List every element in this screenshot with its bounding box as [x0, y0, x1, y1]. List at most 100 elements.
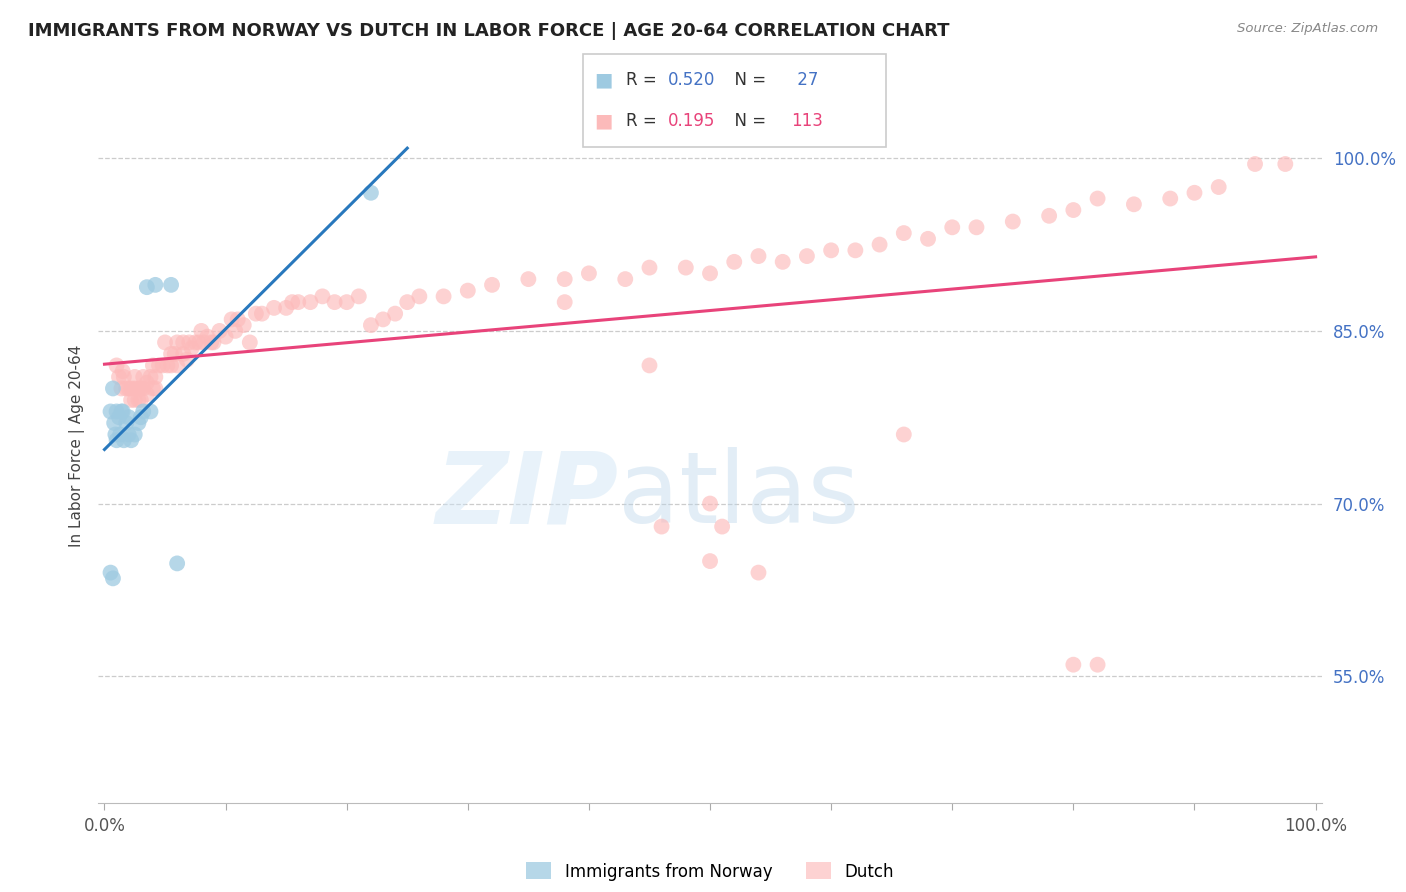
Point [517, 272, 540, 286]
Point [143, 277, 166, 292]
Point [772, 255, 794, 269]
Point [1184, 186, 1206, 200]
Point [153, 335, 176, 350]
Point [110, 427, 132, 442]
Point [193, 335, 215, 350]
Point [941, 220, 963, 235]
Point [360, 318, 382, 333]
Point [111, 404, 134, 418]
Point [699, 266, 721, 280]
Point [139, 404, 162, 418]
Point [104, 427, 127, 442]
Point [135, 387, 157, 401]
Point [371, 312, 394, 326]
Point [747, 249, 769, 263]
Point [232, 318, 254, 333]
Point [323, 295, 346, 310]
Point [844, 244, 866, 258]
Point [108, 370, 131, 384]
Point [214, 329, 236, 343]
Text: atlas: atlas [619, 448, 860, 544]
Point [127, 416, 149, 430]
Point [190, 324, 212, 338]
Point [820, 244, 842, 258]
Point [396, 295, 419, 310]
Point [638, 260, 661, 275]
Point [118, 381, 141, 395]
Point [202, 335, 225, 350]
Point [966, 220, 988, 235]
Point [578, 266, 600, 280]
Point [166, 335, 188, 350]
Point [917, 232, 939, 246]
Point [172, 335, 194, 350]
Point [176, 352, 198, 367]
Point [614, 272, 637, 286]
Point [112, 434, 135, 448]
Text: 0.520: 0.520 [668, 70, 716, 88]
Point [245, 307, 267, 321]
Point [796, 249, 818, 263]
Point [111, 364, 134, 378]
Point [148, 359, 170, 373]
Point [1087, 192, 1109, 206]
Point [554, 295, 576, 310]
Point [160, 277, 183, 292]
Text: 0.195: 0.195 [668, 112, 716, 130]
Text: N =: N = [724, 70, 772, 88]
Point [1159, 192, 1181, 206]
Point [893, 226, 915, 240]
Point [180, 341, 202, 355]
Point [132, 381, 155, 395]
Point [120, 392, 142, 407]
Point [115, 416, 138, 430]
Point [869, 237, 891, 252]
Point [1001, 214, 1024, 228]
Point [699, 497, 721, 511]
Point [118, 410, 141, 425]
Point [143, 370, 166, 384]
Point [723, 255, 745, 269]
Point [135, 376, 157, 390]
Point [893, 427, 915, 442]
Point [1122, 197, 1144, 211]
Legend: Immigrants from Norway, Dutch: Immigrants from Norway, Dutch [520, 855, 900, 888]
Text: 27: 27 [792, 70, 818, 88]
Point [172, 347, 194, 361]
Point [129, 410, 152, 425]
Point [384, 307, 406, 321]
Point [1208, 180, 1230, 194]
Point [1087, 657, 1109, 672]
Point [112, 370, 135, 384]
Point [108, 410, 131, 425]
Point [187, 335, 209, 350]
Point [101, 571, 124, 585]
Point [747, 566, 769, 580]
Point [120, 381, 142, 395]
Point [118, 427, 141, 442]
Point [408, 289, 430, 303]
Point [1038, 209, 1060, 223]
Text: ■: ■ [595, 112, 613, 130]
Point [163, 347, 186, 361]
Point [197, 329, 219, 343]
Point [281, 295, 304, 310]
Point [124, 370, 146, 384]
Point [142, 359, 165, 373]
Point [221, 312, 243, 326]
Point [311, 289, 333, 303]
Point [699, 554, 721, 568]
Point [129, 381, 152, 395]
Point [299, 295, 322, 310]
Point [226, 312, 249, 326]
Point [184, 335, 207, 350]
Point [100, 566, 122, 580]
Point [129, 392, 152, 407]
Point [287, 295, 309, 310]
Point [132, 404, 155, 418]
Point [208, 324, 231, 338]
Point [179, 335, 201, 350]
Point [105, 404, 128, 418]
Point [360, 186, 382, 200]
Point [432, 289, 454, 303]
